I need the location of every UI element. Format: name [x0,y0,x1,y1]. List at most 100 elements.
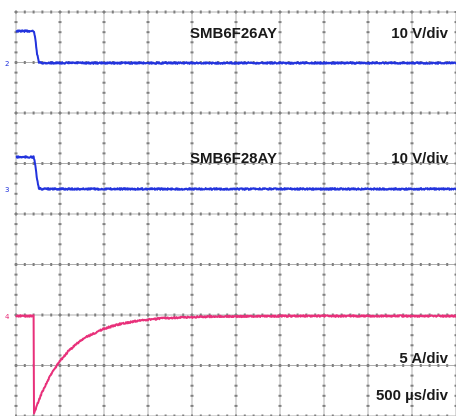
grid-tick [366,31,370,34]
grid-tick [226,212,229,216]
grid-tick [278,172,282,175]
grid-tick [138,364,141,367]
grid-tick [454,293,456,296]
grid-tick [102,243,106,246]
grid-tick [366,122,370,125]
grid-tick [102,11,106,13]
grid-tick [182,263,185,266]
grid-tick [146,263,150,266]
grid-tick [41,313,44,317]
grid-tick [102,404,106,407]
grid-tick [76,212,79,216]
grid-tick [243,364,246,367]
grid-tick [349,263,352,266]
grid-tick [50,212,53,216]
grid-tick [138,414,141,416]
grid-tick [155,313,158,317]
grid-tick [322,384,326,387]
grid-tick [235,414,237,416]
grid-tick [234,344,238,347]
grid-tick [173,111,176,115]
grid-tick [120,263,123,266]
grid-tick [366,213,370,215]
grid-tick [146,71,150,74]
grid-tick [14,293,18,296]
grid-tick [234,162,238,165]
grid-tick [23,364,26,367]
waveform-traces [15,29,456,415]
grid-tick [102,364,106,367]
grid-tick [366,202,370,205]
grid-tick [454,162,456,165]
grid-tick [102,172,106,175]
grid-tick [410,41,414,44]
grid-tick [296,111,299,115]
channel-2-name-label: SMB6F28AY [190,150,277,167]
grid-tick [199,263,202,266]
grid-tick [410,253,414,256]
grid-tick [305,414,308,416]
grid-tick [278,374,282,377]
grid-tick [410,162,414,165]
grid-tick [146,162,150,165]
grid-tick [102,263,106,266]
grid-tick [58,31,62,34]
grid-tick [94,364,97,367]
grid-tick [234,303,238,306]
grid-tick [366,152,370,155]
grid-tick [102,31,106,34]
grid-tick [278,71,282,74]
grid-tick [446,212,449,216]
grid-tick [85,263,88,266]
grid-tick [402,162,405,165]
grid-tick [322,202,326,205]
grid-tick [349,162,352,165]
grid-tick [366,51,370,54]
grid-tick [58,71,62,74]
grid-tick [234,253,238,256]
grid-tick [410,404,414,407]
grid-tick [102,91,106,94]
grid-tick [358,212,361,216]
grid-tick [261,263,264,266]
grid-tick [419,10,422,14]
grid-tick [102,202,106,205]
grid-tick [243,263,246,266]
grid-tick [199,162,202,165]
grid-tick [23,111,26,115]
grid-tick [323,414,325,416]
grid-tick [190,21,194,24]
grid-tick [14,314,18,316]
grid-tick [58,293,62,296]
grid-tick [146,374,150,377]
grid-tick [322,101,326,104]
grid-tick [366,253,370,256]
grid-tick [234,11,238,13]
grid-tick [32,212,35,216]
grid-tick [322,283,326,286]
grid-tick [234,213,238,215]
grid-tick [182,212,185,216]
grid-tick [23,263,26,266]
grid-tick [94,212,97,216]
grid-tick [146,354,150,357]
grid-tick [146,91,150,94]
grid-tick [366,404,370,407]
grid-tick [102,253,106,256]
grid-tick [129,364,132,367]
grid-tick [58,91,62,94]
grid-tick [322,71,326,74]
grid-tick [410,81,414,84]
grid-tick [278,112,282,114]
grid-tick [58,374,62,377]
grid-tick [120,313,123,317]
grid-tick [58,344,62,347]
grid-tick [358,10,361,14]
grid-tick [454,21,456,24]
grid-tick [410,334,414,337]
grid-tick [76,364,79,367]
grid-tick [102,41,106,44]
grid-tick [102,182,106,185]
grid-tick [446,364,449,367]
grid-tick [58,182,62,185]
